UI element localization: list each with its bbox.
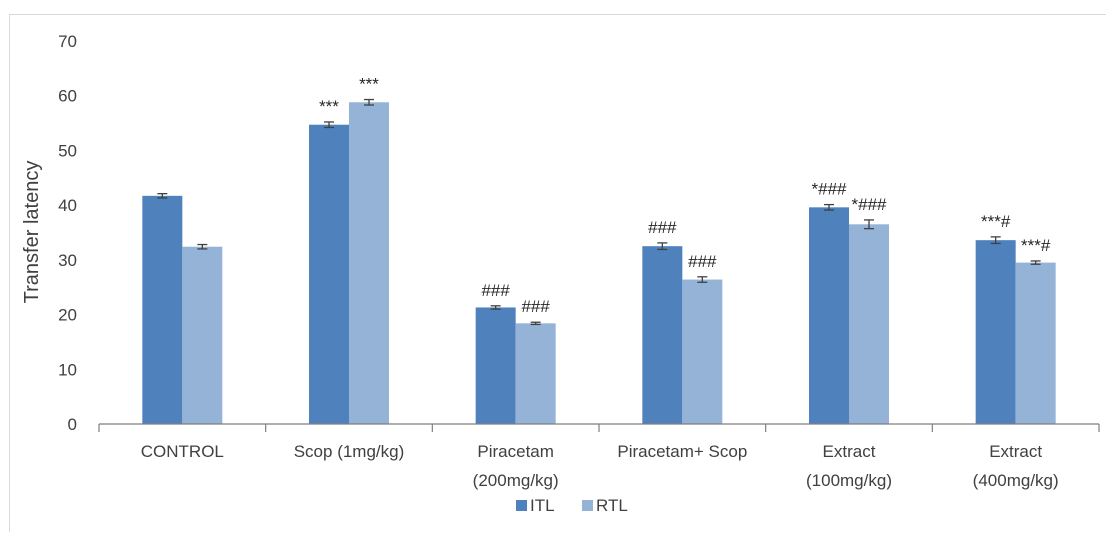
- bar-rtl: [349, 102, 389, 424]
- significance-label: ***#: [1021, 236, 1051, 255]
- x-category-label: (200mg/kg): [473, 471, 559, 490]
- significance-label: *###: [852, 195, 888, 214]
- bar-rtl: [682, 279, 723, 424]
- y-tick-label: 30: [58, 251, 77, 270]
- bar-itl: [309, 124, 349, 424]
- y-tick-label: 10: [58, 360, 77, 379]
- bar-itl: [642, 246, 683, 424]
- legend-label-rtl: RTL: [596, 496, 628, 515]
- x-category-label: Piracetam+ Scop: [617, 442, 747, 461]
- significance-label: ###: [648, 218, 677, 237]
- significance-label: ***: [359, 75, 379, 94]
- x-category-label: Piracetam: [477, 442, 554, 461]
- chart-frame: [9, 14, 1106, 532]
- bar-rtl: [182, 246, 223, 424]
- y-tick-label: 70: [58, 32, 77, 51]
- bar-itl: [975, 240, 1016, 424]
- bar-itl: [475, 307, 516, 424]
- y-tick-label: 40: [58, 196, 77, 215]
- significance-label: ###: [688, 252, 717, 271]
- y-axis-title: Transfer latency: [21, 161, 43, 304]
- y-tick-label: 0: [68, 415, 77, 434]
- x-category-label: (100mg/kg): [806, 471, 892, 490]
- x-category-label: Extract: [989, 442, 1042, 461]
- bar-rtl: [849, 224, 889, 424]
- legend-swatch-itl: [516, 500, 527, 511]
- significance-label: ***: [319, 97, 339, 116]
- significance-label: ***#: [981, 212, 1011, 231]
- x-category-label: (400mg/kg): [973, 471, 1059, 490]
- legend: ITL RTL: [516, 496, 628, 515]
- y-tick-label: 60: [58, 87, 77, 106]
- x-category-label: Extract: [823, 442, 876, 461]
- significance-label: *###: [812, 180, 848, 199]
- x-category-label: CONTROL: [141, 442, 224, 461]
- bar-rtl: [515, 323, 556, 424]
- significance-label: ###: [521, 297, 550, 316]
- legend-label-itl: ITL: [530, 496, 555, 515]
- y-tick-label: 20: [58, 306, 77, 325]
- legend-swatch-rtl: [582, 500, 593, 511]
- bar-itl: [142, 195, 183, 424]
- x-category-label: Scop (1mg/kg): [294, 442, 405, 461]
- significance-label: ###: [481, 281, 510, 300]
- y-tick-label: 50: [58, 141, 77, 160]
- bar-rtl: [1015, 262, 1056, 424]
- bar-itl: [809, 207, 849, 424]
